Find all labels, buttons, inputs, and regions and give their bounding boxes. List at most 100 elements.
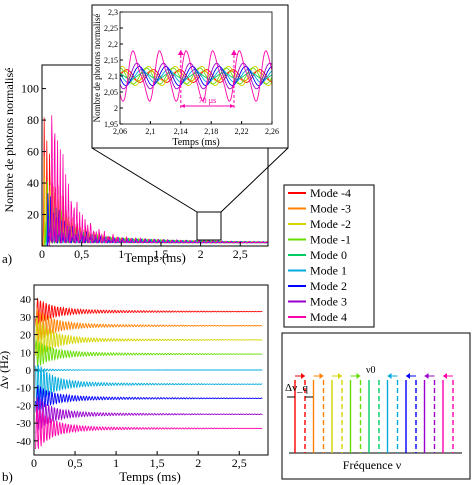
zoom-connector-right bbox=[220, 147, 289, 213]
x-tick-label: 0,5 bbox=[74, 247, 89, 261]
legend-label: Mode -1 bbox=[310, 233, 351, 247]
panel-c-frame bbox=[281, 332, 471, 480]
panel-a-label: a) bbox=[2, 251, 12, 266]
panel-a: 0 0,5 1 1,5 2 2,5 20 40 60 80 100 Temps (ms) Nomb… bbox=[2, 64, 289, 266]
shift-arrow-head bbox=[387, 373, 392, 379]
y-tick-label: 10 bbox=[20, 347, 32, 359]
y-tick-label: 40 bbox=[20, 294, 32, 306]
inset-period-annotation: 70 µs bbox=[177, 50, 237, 108]
inset-x-tick-label: 2,26 bbox=[265, 127, 279, 136]
panel-a-x-ticks: 0 0,5 1 1,5 2 2,5 bbox=[39, 242, 248, 261]
panel-a-inset: 2,06 2,1 2,14 2,18 2,22 2,26 1,95 2 2,05 2,1 2,15… bbox=[91, 4, 289, 149]
inset-x-tick-label: 2,18 bbox=[204, 127, 218, 136]
y-tick-label: 30 bbox=[20, 312, 32, 324]
inset-x-ticks: 2,06 2,1 2,14 2,18 2,22 2,26 bbox=[113, 121, 279, 136]
y-tick-label: -10 bbox=[16, 383, 31, 395]
inset-x-tick-label: 2,06 bbox=[113, 127, 127, 136]
inset-y-tick-label: 2,2 bbox=[108, 40, 118, 49]
arrow-head-right bbox=[230, 104, 234, 108]
inset-y-tick-label: 2 bbox=[114, 104, 118, 113]
panel-c: Fréquence ν ν0 Δν_q bbox=[281, 332, 471, 480]
zoom-connector-left bbox=[91, 147, 198, 213]
shift-arrow-head bbox=[443, 373, 447, 379]
panel-b-series-line bbox=[35, 339, 263, 367]
inset-series bbox=[120, 50, 272, 102]
x-tick-label: 1 bbox=[113, 456, 119, 470]
panel-b-series-line bbox=[35, 406, 263, 450]
y-tick-label: 60 bbox=[27, 145, 39, 159]
shift-arrow-head bbox=[356, 373, 361, 379]
marker-head-left bbox=[177, 50, 184, 55]
delta-nu-q-label: Δν_q bbox=[285, 382, 309, 394]
panel-b-label: b) bbox=[2, 469, 13, 484]
panel-a-series-line bbox=[42, 115, 268, 246]
x-tick-label: 2,5 bbox=[233, 247, 248, 261]
x-tick-label: 2 bbox=[195, 456, 201, 470]
panel-a-y-ticks: 20 40 60 80 100 bbox=[21, 82, 46, 222]
mode-lines bbox=[287, 373, 454, 453]
x-tick-label: 2,5 bbox=[232, 456, 247, 470]
y-tick-label: -30 bbox=[16, 418, 31, 430]
inset-y-tick-label: 2,15 bbox=[104, 56, 118, 65]
y-tick-label: -20 bbox=[16, 400, 31, 412]
y-tick-label: 20 bbox=[20, 330, 32, 342]
y-tick-label: 40 bbox=[27, 176, 39, 190]
shift-arrow-head bbox=[424, 373, 429, 379]
arrow-head-left bbox=[180, 104, 185, 108]
inset-x-tick-label: 2,14 bbox=[174, 127, 188, 136]
y-tick-label: -40 bbox=[16, 436, 31, 448]
legend-label: Mode 1 bbox=[310, 264, 347, 278]
y-tick-label: 0 bbox=[26, 365, 32, 377]
panel-a-y-axis-label: Nombre de photons normalisé bbox=[2, 68, 16, 213]
panel-b-x-axis-label: Temps (ms) bbox=[119, 469, 181, 484]
period-annotation-text: 70 µs bbox=[199, 96, 217, 105]
panel-b-y-axis-label: Δν (Hz) bbox=[0, 351, 11, 389]
frequency-axis-label: Fréquence ν bbox=[343, 458, 402, 472]
legend-label: Mode 4 bbox=[310, 310, 347, 324]
panel-a-x-axis-label: Temps (ms) bbox=[124, 250, 186, 265]
panel-b-series-line bbox=[35, 307, 263, 346]
x-tick-label: 1 bbox=[118, 247, 124, 261]
inset-x-tick-label: 2,22 bbox=[235, 127, 249, 136]
panel-b-series-line bbox=[35, 317, 263, 360]
x-tick-label: 1,5 bbox=[153, 247, 168, 261]
inset-series-line bbox=[120, 50, 272, 102]
zoom-rectangle bbox=[196, 211, 222, 241]
panel-b-series bbox=[35, 298, 263, 450]
inset-series-line bbox=[120, 62, 272, 90]
shift-arrow-head bbox=[338, 373, 342, 379]
legend-label: Mode 0 bbox=[310, 248, 347, 262]
inset-y-tick-label: 1,95 bbox=[104, 120, 118, 129]
inset-x-axis-label: Temps (ms) bbox=[172, 137, 219, 148]
x-tick-label: 1,5 bbox=[150, 456, 165, 470]
marker-head-right bbox=[231, 50, 237, 55]
panel-a-series bbox=[42, 115, 268, 246]
panel-b-x-ticks: 0 0,5 1 1,5 2 2,5 bbox=[31, 451, 247, 470]
legend-label: Mode -3 bbox=[310, 202, 351, 216]
shift-arrow-head bbox=[406, 373, 410, 379]
inset-axes-frame bbox=[119, 11, 273, 125]
legend-label: Mode -2 bbox=[310, 217, 351, 231]
panel-b-series-line bbox=[35, 396, 263, 433]
legend-label: Mode 3 bbox=[310, 295, 347, 309]
x-tick-label: 0 bbox=[39, 247, 45, 261]
legend-label: Mode 2 bbox=[310, 279, 347, 293]
legend-label: Mode -4 bbox=[310, 186, 351, 200]
inset-y-tick-label: 2,05 bbox=[104, 88, 118, 97]
x-tick-label: 2 bbox=[198, 247, 204, 261]
nu0-label: ν0 bbox=[366, 365, 376, 376]
panel-b-y-ticks: -40 -30 -20 -10 0 10 20 30 40 bbox=[16, 294, 38, 448]
inset-x-tick-label: 2,1 bbox=[145, 127, 155, 136]
inset-y-tick-label: 2,3 bbox=[108, 8, 118, 17]
panel-b-series-line bbox=[35, 364, 263, 406]
panel-b: 0 0,5 1 1,5 2 2,5 -40 -30 -20 -10 0 10 20 30 40 Temps… bbox=[0, 284, 269, 484]
inset-y-tick-label: 2,25 bbox=[104, 24, 118, 33]
y-tick-label: 80 bbox=[27, 113, 39, 127]
panel-b-series-line bbox=[35, 367, 263, 373]
panel-b-series-line bbox=[35, 298, 263, 327]
shift-arrow-head bbox=[301, 373, 305, 379]
x-tick-label: 0,5 bbox=[68, 456, 83, 470]
panel-b-series-line bbox=[35, 384, 263, 413]
